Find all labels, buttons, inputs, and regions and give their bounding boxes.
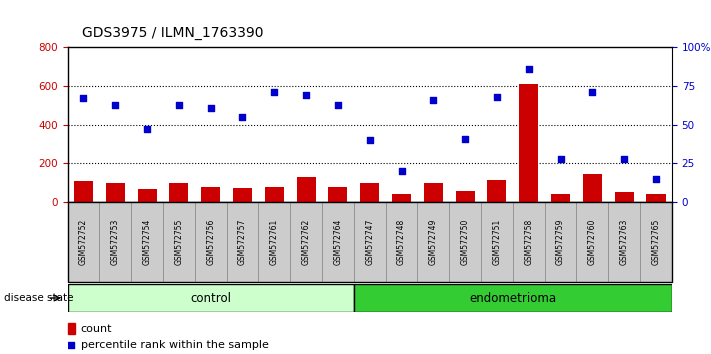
- Bar: [545, 202, 577, 282]
- Bar: [577, 202, 609, 282]
- Bar: [354, 284, 672, 312]
- Point: [141, 126, 153, 132]
- Text: GSM572765: GSM572765: [651, 219, 661, 266]
- Bar: [551, 194, 570, 202]
- Bar: [614, 192, 634, 202]
- Text: GSM572747: GSM572747: [365, 219, 374, 266]
- Bar: [68, 202, 100, 282]
- Text: percentile rank within the sample: percentile rank within the sample: [81, 340, 269, 350]
- Bar: [131, 202, 163, 282]
- Bar: [169, 183, 188, 202]
- Bar: [449, 202, 481, 282]
- Point: [427, 97, 439, 103]
- Text: GSM572758: GSM572758: [524, 219, 533, 266]
- Text: GSM572755: GSM572755: [174, 219, 183, 266]
- Bar: [385, 202, 417, 282]
- Bar: [354, 202, 385, 282]
- Bar: [74, 181, 93, 202]
- Point: [651, 176, 662, 182]
- Text: GSM572760: GSM572760: [588, 219, 597, 266]
- Point: [396, 169, 407, 174]
- Bar: [195, 202, 227, 282]
- Point: [332, 102, 343, 107]
- Text: endometrioma: endometrioma: [469, 291, 557, 304]
- Point: [523, 66, 535, 72]
- Text: control: control: [190, 291, 231, 304]
- Point: [555, 156, 566, 162]
- Text: GSM572761: GSM572761: [269, 219, 279, 266]
- Bar: [481, 202, 513, 282]
- Bar: [360, 183, 379, 202]
- Bar: [488, 180, 506, 202]
- Text: GSM572748: GSM572748: [397, 219, 406, 266]
- Point: [587, 89, 598, 95]
- Bar: [392, 194, 411, 202]
- Bar: [583, 174, 602, 202]
- Bar: [227, 202, 258, 282]
- Point: [65, 342, 77, 348]
- Point: [364, 137, 375, 143]
- Bar: [137, 189, 156, 202]
- Text: GSM572762: GSM572762: [301, 219, 311, 266]
- Bar: [513, 202, 545, 282]
- Bar: [68, 284, 354, 312]
- Bar: [201, 187, 220, 202]
- Bar: [322, 202, 354, 282]
- Bar: [456, 190, 475, 202]
- Point: [205, 105, 216, 110]
- Text: GSM572751: GSM572751: [493, 219, 501, 266]
- Point: [301, 92, 312, 98]
- Point: [269, 89, 280, 95]
- Text: GSM572753: GSM572753: [111, 219, 119, 266]
- Bar: [519, 84, 538, 202]
- Text: GSM572763: GSM572763: [620, 219, 629, 266]
- Point: [77, 96, 89, 101]
- Bar: [424, 183, 443, 202]
- Text: GDS3975 / ILMN_1763390: GDS3975 / ILMN_1763390: [82, 26, 263, 40]
- Bar: [646, 194, 665, 202]
- Point: [459, 136, 471, 142]
- Text: GSM572752: GSM572752: [79, 219, 88, 266]
- Text: GSM572756: GSM572756: [206, 219, 215, 266]
- Text: GSM572757: GSM572757: [238, 219, 247, 266]
- Text: GSM572759: GSM572759: [556, 219, 565, 266]
- Bar: [296, 177, 316, 202]
- Text: count: count: [81, 324, 112, 334]
- Bar: [609, 202, 640, 282]
- Text: GSM572754: GSM572754: [143, 219, 151, 266]
- Bar: [106, 183, 125, 202]
- Text: GSM572764: GSM572764: [333, 219, 343, 266]
- Bar: [233, 188, 252, 202]
- Point: [109, 102, 121, 107]
- Bar: [328, 187, 348, 202]
- Bar: [417, 202, 449, 282]
- Text: disease state: disease state: [4, 293, 73, 303]
- Text: GSM572750: GSM572750: [461, 219, 470, 266]
- Bar: [68, 324, 75, 334]
- Point: [237, 114, 248, 120]
- Text: GSM572749: GSM572749: [429, 219, 438, 266]
- Bar: [264, 187, 284, 202]
- Point: [173, 102, 185, 107]
- Bar: [640, 202, 672, 282]
- Point: [619, 156, 630, 162]
- Bar: [290, 202, 322, 282]
- Point: [491, 94, 503, 100]
- Bar: [100, 202, 131, 282]
- Bar: [258, 202, 290, 282]
- Bar: [163, 202, 195, 282]
